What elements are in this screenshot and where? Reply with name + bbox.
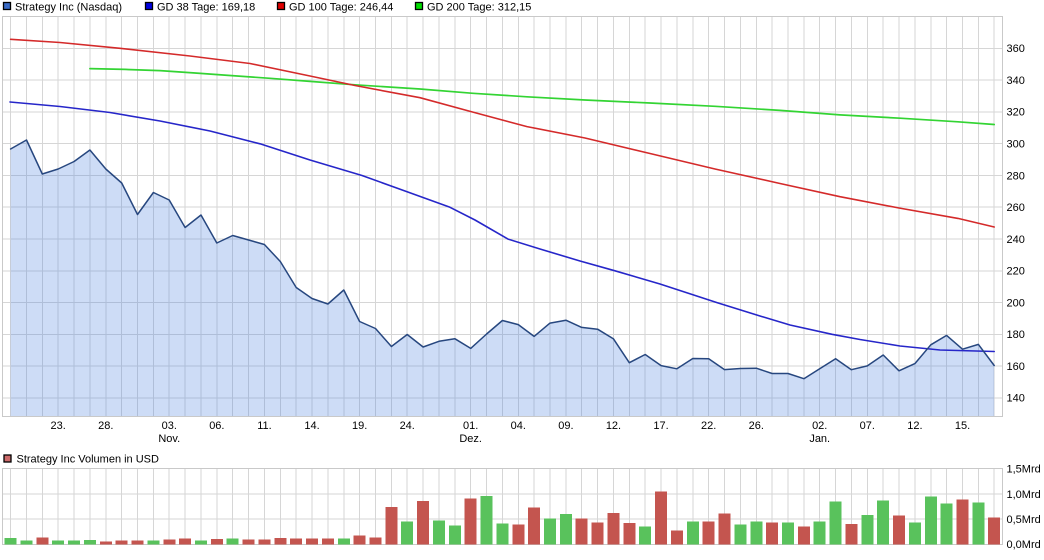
svg-text:GD 38 Tage: 169,18: GD 38 Tage: 169,18 [157, 2, 255, 14]
svg-text:06.: 06. [209, 420, 224, 432]
svg-text:1,0Mrd: 1,0Mrd [1007, 489, 1041, 501]
svg-text:Jan.: Jan. [809, 433, 830, 445]
svg-text:220: 220 [1007, 266, 1025, 278]
svg-text:1,5Mrd: 1,5Mrd [1007, 463, 1041, 475]
svg-text:Nov.: Nov. [158, 433, 180, 445]
svg-text:GD 200 Tage: 312,15: GD 200 Tage: 312,15 [427, 2, 531, 14]
svg-text:200: 200 [1007, 297, 1025, 309]
svg-text:02.: 02. [812, 420, 827, 432]
svg-text:320: 320 [1007, 107, 1025, 119]
svg-text:260: 260 [1007, 202, 1025, 214]
svg-text:04.: 04. [511, 420, 526, 432]
svg-text:11.: 11. [257, 420, 271, 432]
svg-text:360: 360 [1007, 43, 1025, 55]
svg-text:17.: 17. [653, 420, 668, 432]
svg-text:09.: 09. [558, 420, 573, 432]
svg-text:280: 280 [1007, 170, 1025, 182]
svg-text:Strategy Inc (Nasdaq): Strategy Inc (Nasdaq) [15, 2, 122, 14]
svg-text:14.: 14. [304, 420, 319, 432]
svg-text:0,5Mrd: 0,5Mrd [1007, 514, 1041, 526]
svg-text:12.: 12. [606, 420, 621, 432]
svg-text:19.: 19. [352, 420, 367, 432]
svg-text:300: 300 [1007, 139, 1025, 151]
svg-text:24.: 24. [400, 420, 415, 432]
svg-text:Strategy Inc Volumen in USD: Strategy Inc Volumen in USD [17, 454, 160, 466]
svg-text:01.: 01. [463, 420, 478, 432]
svg-text:340: 340 [1007, 75, 1025, 87]
svg-text:160: 160 [1007, 361, 1025, 373]
svg-text:28.: 28. [98, 420, 113, 432]
svg-text:240: 240 [1007, 234, 1025, 246]
svg-text:0,0Mrd: 0,0Mrd [1007, 539, 1041, 551]
svg-text:23.: 23. [51, 420, 66, 432]
svg-text:26.: 26. [749, 420, 764, 432]
svg-text:180: 180 [1007, 329, 1025, 341]
svg-text:GD 100 Tage: 246,44: GD 100 Tage: 246,44 [289, 2, 393, 14]
svg-text:15.: 15. [955, 420, 970, 432]
svg-text:03.: 03. [162, 420, 177, 432]
svg-text:12.: 12. [907, 420, 922, 432]
svg-text:Dez.: Dez. [459, 433, 482, 445]
svg-text:22.: 22. [701, 420, 716, 432]
svg-text:07.: 07. [860, 420, 875, 432]
svg-text:140: 140 [1007, 393, 1025, 405]
